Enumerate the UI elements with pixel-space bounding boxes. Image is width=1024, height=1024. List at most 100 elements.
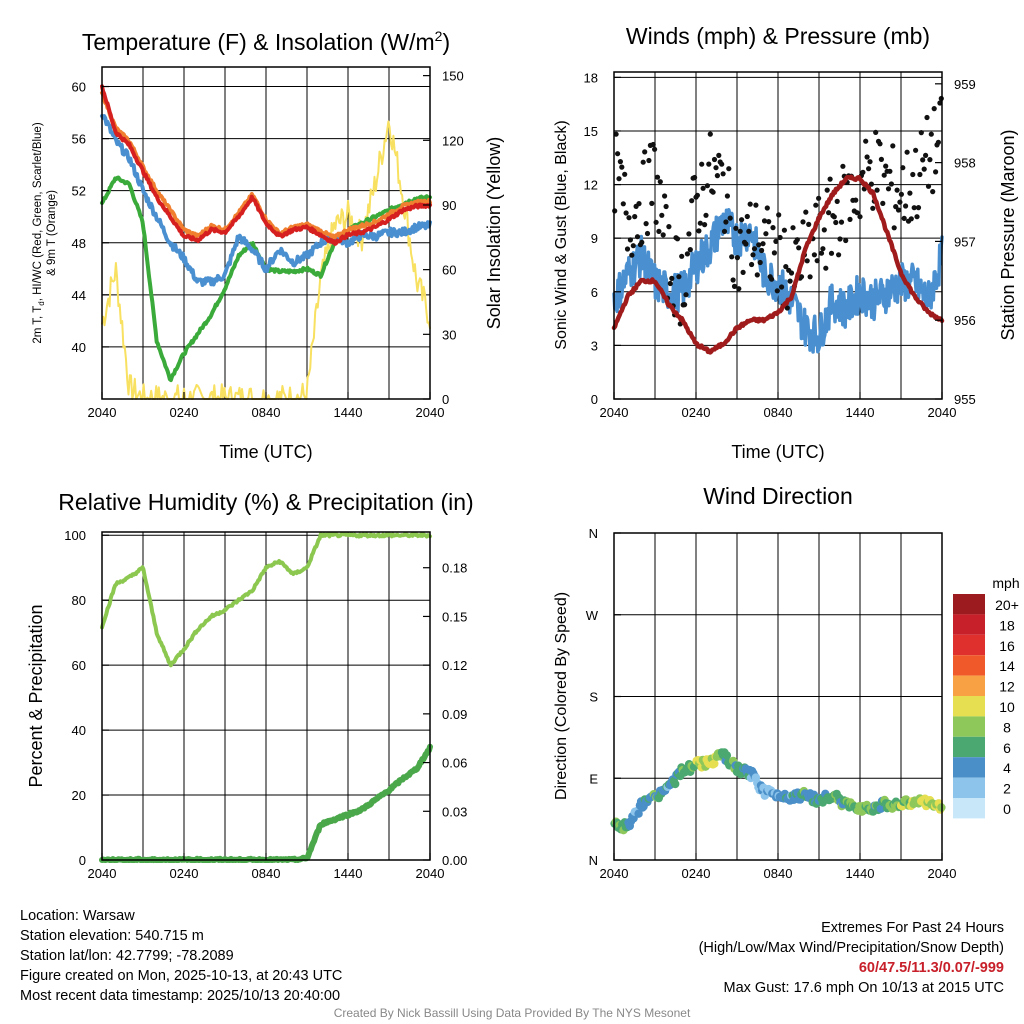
- gust-point: [854, 210, 860, 216]
- x-tick-label: 0840: [764, 405, 793, 420]
- gust-point: [860, 169, 866, 175]
- left-tick-label: 3: [591, 338, 598, 353]
- gust-point: [754, 272, 760, 278]
- right-tick-label: 60: [442, 263, 456, 278]
- gust-point: [803, 209, 809, 215]
- gust-point: [907, 190, 913, 196]
- gust-point: [620, 201, 626, 207]
- gust-point: [702, 222, 708, 228]
- left-tick-label: 60: [72, 80, 86, 95]
- gust-point: [640, 159, 646, 165]
- humidity-y-label: Percent & Precipitation: [26, 604, 46, 787]
- x-tick-label: 0840: [252, 866, 281, 881]
- gust-point: [843, 237, 849, 244]
- gust-point: [823, 265, 829, 271]
- right-tick-label: 0.18: [442, 561, 467, 576]
- legend-swatch: [953, 696, 985, 717]
- gust-point: [656, 228, 662, 234]
- left-tick-label: 0: [79, 853, 86, 868]
- gust-point: [887, 168, 893, 174]
- gust-point: [888, 181, 895, 187]
- gust-point: [764, 205, 770, 211]
- extremes-legend: (High/Low/Max Wind/Precipitation/Snow De…: [698, 940, 1004, 956]
- gust-point: [623, 210, 629, 216]
- x-tick-label: 2040: [88, 405, 117, 420]
- gust-point: [883, 163, 889, 169]
- gust-point: [751, 246, 758, 252]
- x-tick-label: 0840: [764, 866, 793, 881]
- gust-point: [689, 198, 695, 204]
- gust-point: [784, 305, 790, 311]
- gust-point: [770, 225, 776, 231]
- sonic-wind-line: [612, 208, 944, 354]
- gust-point: [807, 274, 813, 280]
- right-tick-label: 0.09: [442, 707, 467, 722]
- gust-point: [720, 171, 726, 177]
- gust-point: [923, 152, 929, 158]
- humidity-panel: Relative Humidity (%) & Precipitation (i…: [26, 489, 474, 881]
- gust-point: [917, 171, 923, 178]
- gust-point: [699, 161, 705, 167]
- gust-point: [659, 212, 665, 218]
- legend-label: 4: [1003, 760, 1011, 776]
- gust-point: [707, 131, 713, 137]
- winds-y-label: Sonic Wind & Gust (Blue, Black): [553, 120, 570, 349]
- legend-swatch: [953, 757, 985, 778]
- left-tick-label: 56: [72, 132, 86, 147]
- gust-point: [831, 214, 837, 220]
- direction-left-tick-labels: N E S W N: [586, 526, 599, 868]
- gust-point: [736, 286, 742, 292]
- gust-point: [787, 278, 793, 284]
- legend-label: 14: [999, 658, 1015, 674]
- gust-point: [783, 264, 789, 270]
- humidity-left-tick-labels: 0 20 40 60 80 100: [64, 528, 86, 868]
- gust-point: [719, 161, 725, 167]
- gust-point: [804, 258, 810, 264]
- legend-swatch: [953, 634, 985, 656]
- gust-point: [898, 191, 905, 197]
- winds-ticks: [613, 76, 943, 400]
- gust-point: [890, 143, 896, 149]
- gust-point: [760, 241, 766, 247]
- gust-point: [756, 242, 762, 248]
- gust-point: [710, 189, 716, 195]
- gust-point: [910, 171, 916, 178]
- gust-point: [740, 269, 746, 275]
- gust-point: [863, 138, 869, 144]
- 2m-temperature-line: [100, 84, 432, 246]
- legend-label: 12: [999, 679, 1015, 695]
- gust-point: [626, 215, 632, 221]
- pressure-y-label: Station Pressure (Maroon): [998, 129, 1018, 340]
- left-tick-label: N: [589, 526, 598, 541]
- gust-point: [721, 228, 728, 234]
- right-tick-label: 0.15: [442, 609, 467, 624]
- gust-point: [662, 193, 668, 199]
- gust-point: [667, 280, 673, 287]
- left-tick-label: E: [589, 771, 598, 786]
- gust-point: [901, 215, 907, 221]
- gust-point: [629, 252, 635, 258]
- legend-label: 0: [1003, 801, 1011, 817]
- gust-point: [617, 159, 624, 165]
- gust-point: [870, 205, 876, 211]
- gust-point: [649, 200, 655, 206]
- x-tick-label: 1440: [846, 866, 875, 881]
- legend-swatch: [953, 655, 985, 676]
- gust-point: [904, 149, 910, 155]
- gust-point: [777, 234, 783, 241]
- gust-point: [877, 141, 883, 147]
- x-tick-label: 2040: [416, 866, 445, 881]
- station-info: Location: Warsaw Station elevation: 540.…: [20, 906, 342, 1006]
- gust-point: [913, 147, 919, 153]
- gust-point: [723, 219, 729, 225]
- legend-label: 6: [1003, 740, 1011, 756]
- speed-legend-title: mph: [992, 575, 1019, 591]
- x-tick-label: 2040: [88, 866, 117, 881]
- left-tick-label: 44: [72, 288, 86, 303]
- gust-point: [836, 252, 842, 258]
- gust-point: [897, 199, 903, 205]
- gust-point: [826, 210, 832, 216]
- left-tick-label: 20: [72, 788, 86, 803]
- gust-point: [814, 258, 820, 264]
